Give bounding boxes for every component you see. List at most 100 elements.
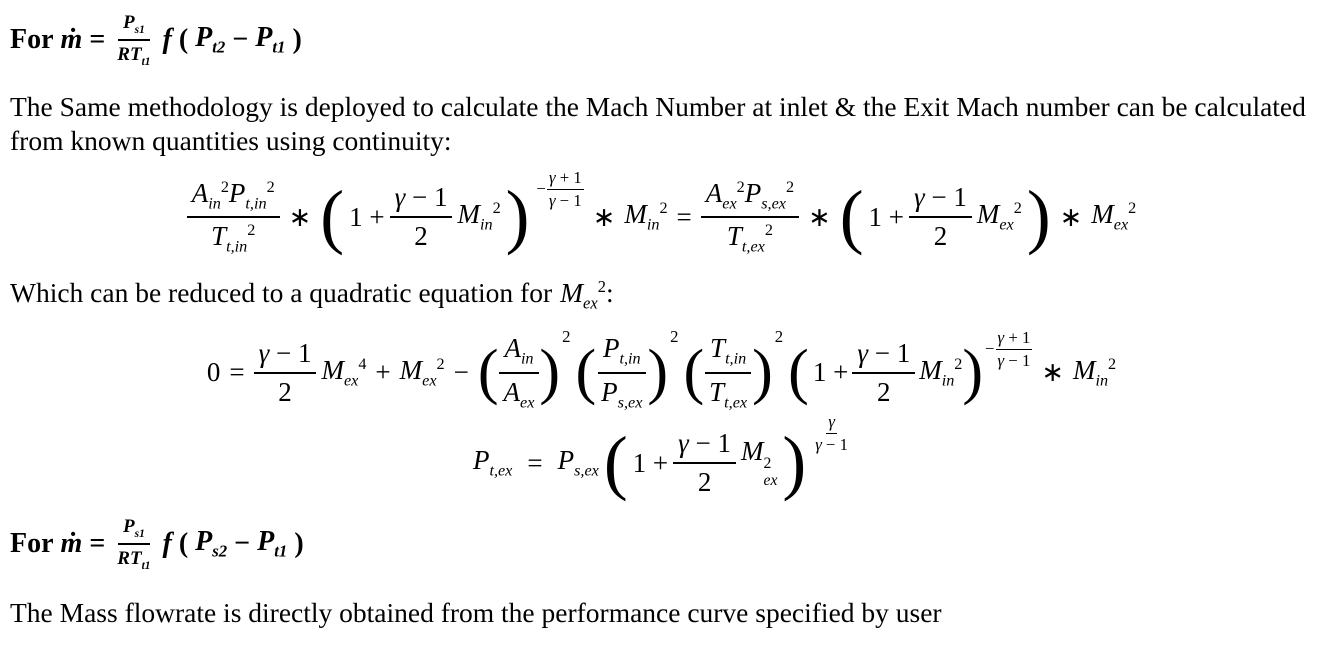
asterisk-operator: ∗ [592,201,616,232]
var-M: M [1072,354,1096,385]
var-P: P [744,177,762,208]
subscript: ex [763,472,778,490]
minus-sign: − [232,23,249,55]
var-T: T [709,376,725,407]
total-pressure-equation: Pt,ex = Ps,ex ( 1 + γ − 1 2 M 2 ex ) γ γ −… [10,412,1313,502]
numerator: Ps1 [117,516,150,545]
exponent: − γ + 1 γ − 1 [536,167,584,211]
colon: : [605,276,614,308]
var-P: P [601,376,618,407]
numerator: γ − 1 [909,182,972,219]
subscript: t,in [725,349,747,368]
var-M-sq-ex-stacked: M 2 ex [741,436,777,490]
var-P: P [255,22,273,53]
exponent: 2 [774,327,784,347]
minus-sign: − [985,339,995,359]
exponent-fraction: γ γ − 1 [813,412,850,455]
subscript: in [1095,371,1109,390]
var-T: T [710,333,726,364]
var-M: M [321,354,344,385]
subscript: s,ex [617,393,643,411]
right-paren: ) [962,338,984,407]
var-M-ex-4: Mex4 [321,355,366,390]
superscript: 2 [247,221,256,240]
var-P: P [602,333,620,364]
exponent: γ γ − 1 [813,412,850,455]
function-f: f [162,527,172,559]
fraction: γ − 1 2 [852,338,916,408]
subscript: ex [583,293,598,313]
one-plus: 1 + [632,447,669,478]
superscript: 4 [358,354,367,373]
numerator: γ + 1 [546,167,584,190]
denominator: 2 [414,221,428,252]
denominator: Aex [499,374,540,412]
exponent: − γ + 1 γ − 1 [985,328,1033,371]
var-P-t1: Pt1 [255,22,285,58]
quadratic-intro-line: Which can be reduced to a quadratic equa… [10,277,1313,314]
var-P: P [557,445,575,476]
plus-one: + 1 [559,167,582,187]
superscript: 2 [1108,354,1117,373]
exponent: 2 [562,327,571,347]
var-M: M [919,354,942,385]
bold-mdot-line-2: For ṁ = Ps1 RTt1 f ( Ps2 − Pt1 ) [10,516,1313,572]
var-P-s-ex: Ps,ex [558,445,599,480]
quadratic-equation: 0 = γ − 1 2 Mex4 + Mex2 − ( Ain Aex ) 2 … [10,327,1313,412]
numerator: Pt,in [597,333,646,374]
var-P-t1: Pt1 [257,526,287,562]
gamma-symbol: γ [997,350,1005,370]
left-paren: ( [178,527,189,559]
fraction: Aex2Ps,ex2 Tt,ex2 [700,177,800,257]
for-label: For [10,527,54,559]
gamma-symbol: γ [548,167,556,187]
exponent-fraction: γ + 1 γ − 1 [995,328,1033,371]
numerator: γ + 1 [995,328,1033,350]
one-plus: 1 + [812,357,849,388]
fraction: γ − 1 2 [253,337,317,408]
denominator: RTt1 [112,41,155,68]
subscript: t,in [245,194,267,213]
right-paren: ) [505,176,530,256]
var-M-ex-sq: Mex2 [400,355,445,390]
superscript: 2 [436,354,445,373]
var-P: P [257,526,275,557]
denominator: γ − 1 [996,350,1033,371]
subscript: s1 [134,527,145,540]
superscript: 2 [597,276,606,296]
exponent: 2 [670,327,679,347]
subscript: s,ex [761,194,786,213]
one-plus: 1 + [349,201,385,232]
subscript: ex [722,194,737,213]
left-paren: ( [320,176,345,256]
fraction: γ − 1 2 [673,428,737,498]
subscript: s2 [212,541,228,561]
function-f: f [162,23,172,55]
subscript: ex [999,215,1014,234]
continuity-equation: Ain2Pt,in2 Tt,in2 ∗ ( 1 + γ − 1 2 Min2 )… [10,168,1313,257]
asterisk-operator: ∗ [808,201,831,232]
var-M: M [1091,199,1114,230]
minus-sign: − [536,179,546,199]
var-M: M [741,436,764,467]
numerator: γ − 1 [389,182,453,219]
fraction: Ain Aex [499,333,540,412]
minus-one: − 1 [1008,350,1031,370]
for-label: For [10,23,54,55]
right-paren: ) [782,422,807,502]
gamma-symbol: γ [258,337,270,368]
left-paren: ( [575,338,597,407]
var-M: M [624,199,647,230]
numerator: γ − 1 [852,338,916,374]
fraction: Ain2Pt,in2 Tt,in2 [186,178,280,257]
superscript: 2 [785,177,795,196]
var-M-in-sq: Min2 [457,199,500,234]
denominator: 2 [877,376,891,407]
asterisk-operator: ∗ [288,201,312,232]
var-P: P [122,12,135,33]
left-paren: ( [839,176,864,256]
minus-one: − 1 [559,190,582,210]
subscript: ex [422,371,437,390]
superscript: 2 [492,199,501,218]
denominator: Ps,ex [596,374,647,412]
